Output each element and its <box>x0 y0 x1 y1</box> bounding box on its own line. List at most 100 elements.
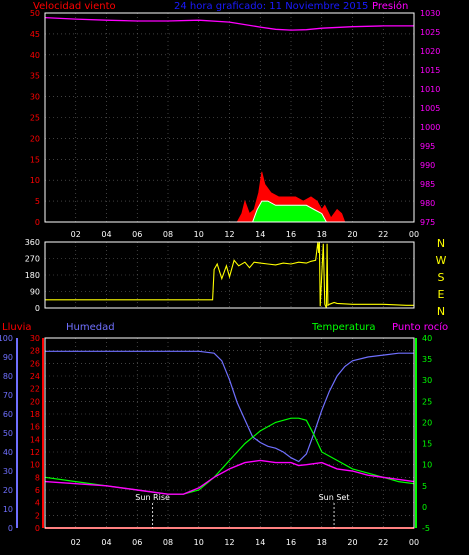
rain-tick-label: 26 <box>30 359 40 368</box>
pressure-tick-label: 1005 <box>420 104 440 113</box>
rain-tick-label: 18 <box>30 410 40 419</box>
dewpoint-axis-label: Punto rocío <box>392 321 448 333</box>
rain-tick-label: 30 <box>30 334 40 343</box>
wind-speed-area <box>45 171 414 223</box>
sunset-label: Sun Set <box>319 493 350 502</box>
lower-time-tick-label: 08 <box>163 538 173 547</box>
humidity-axis-label: Humedad <box>66 322 115 333</box>
humidity-tick-label: 50 <box>3 429 13 438</box>
temperature-tick-label: 0 <box>422 503 427 512</box>
wind-speed-tick-label: 10 <box>30 176 40 185</box>
humidity-tick-label: 0 <box>8 524 13 533</box>
lower-time-tick-label: 22 <box>378 538 388 547</box>
lower-time-tick-label: 16 <box>286 538 296 547</box>
humidity-tick-label: 30 <box>3 467 13 476</box>
pressure-tick-label: 990 <box>420 161 435 170</box>
pressure-tick-label: 1000 <box>420 123 440 132</box>
lower-time-tick-label: 18 <box>317 538 327 547</box>
wind-speed-tick-label: 25 <box>30 114 40 123</box>
rain-tick-label: 20 <box>30 397 40 406</box>
temperature-tick-label: 5 <box>422 482 427 491</box>
direction-tick-label: 360 <box>25 238 40 247</box>
pressure-tick-label: 1020 <box>420 47 440 56</box>
wind-speed-tick-label: 35 <box>30 72 40 81</box>
pressure-tick-label: 985 <box>420 180 435 189</box>
compass-direction-label-n: N <box>437 305 445 318</box>
lower-time-tick-label: 04 <box>101 538 111 547</box>
lower-time-tick-label: 00 <box>409 538 419 547</box>
wind-time-tick-label: 16 <box>286 230 296 239</box>
wind-time-tick-label: 04 <box>101 230 111 239</box>
wind-time-tick-label: 06 <box>132 230 142 239</box>
humidity-tick-label: 70 <box>3 391 13 400</box>
rain-tick-label: 8 <box>35 473 40 482</box>
lower-time-tick-label: 20 <box>347 538 357 547</box>
humidity-line <box>45 350 414 463</box>
humidity-tick-label: 90 <box>3 353 13 362</box>
wind-time-tick-label: 12 <box>224 230 234 239</box>
direction-tick-label: 270 <box>25 255 40 264</box>
wind-time-tick-label: 14 <box>255 230 265 239</box>
rain-tick-label: 0 <box>35 524 40 533</box>
direction-tick-label: 90 <box>30 288 40 297</box>
pressure-tick-label: 995 <box>420 142 435 151</box>
compass-direction-label-w: W <box>436 254 447 267</box>
lower-time-tick-label: 06 <box>132 538 142 547</box>
rain-tick-label: 16 <box>30 423 40 432</box>
wind-speed-tick-label: 45 <box>30 30 40 39</box>
rain-tick-label: 24 <box>30 372 40 381</box>
wind-time-tick-label: 00 <box>409 230 419 239</box>
pressure-line <box>44 16 414 31</box>
pressure-tick-label: 1010 <box>420 85 440 94</box>
wind-time-tick-label: 20 <box>347 230 357 239</box>
wind-time-tick-label: 10 <box>194 230 204 239</box>
temperature-tick-label: 35 <box>422 355 432 364</box>
sunrise-label: Sun Rise <box>135 493 170 502</box>
lower-time-tick-label: 02 <box>71 538 81 547</box>
temperature-axis-label: Temperatura <box>311 322 376 333</box>
rain-tick-label: 22 <box>30 385 40 394</box>
temperature-tick-label: -5 <box>422 524 430 533</box>
wind-direction-line <box>45 241 414 309</box>
temperature-tick-label: 15 <box>422 440 432 449</box>
rain-tick-label: 10 <box>30 461 40 470</box>
compass-direction-label-s: S <box>438 271 445 284</box>
wind-pressure-panel-frame <box>44 12 415 223</box>
wind-speed-tick-label: 15 <box>30 155 40 164</box>
rain-tick-label: 2 <box>35 511 40 520</box>
wind-time-tick-label: 18 <box>317 230 327 239</box>
wind-gust-area <box>45 200 414 223</box>
direction-tick-label: 180 <box>25 271 40 280</box>
header-title: 24 hora graficado: 11 Noviembre 2015 <box>174 1 368 12</box>
lower-time-tick-label: 14 <box>255 538 265 547</box>
temperature-tick-label: 25 <box>422 397 432 406</box>
compass-direction-label-e: E <box>438 288 445 301</box>
humidity-tick-label: 20 <box>3 486 13 495</box>
pressure-tick-label: 1015 <box>420 66 440 75</box>
rain-tick-label: 4 <box>35 499 40 508</box>
wind-speed-tick-label: 50 <box>30 9 40 18</box>
rain-tick-label: 12 <box>30 448 40 457</box>
pressure-tick-label: 1025 <box>420 28 440 37</box>
humidity-tick-label: 40 <box>3 448 13 457</box>
lower-panel-frame <box>44 337 415 529</box>
temperature-tick-label: 20 <box>422 418 432 427</box>
rain-tick-label: 6 <box>35 486 40 495</box>
humidity-tick-label: 80 <box>3 372 13 381</box>
wind-time-tick-label: 22 <box>378 230 388 239</box>
rain-tick-label: 14 <box>30 435 40 444</box>
wind-speed-tick-label: 5 <box>35 197 40 206</box>
compass-direction-label-n: N <box>437 237 445 250</box>
humidity-tick-label: 100 <box>0 334 13 343</box>
rain-tick-label: 28 <box>30 347 40 356</box>
wind-gust-line <box>45 200 414 223</box>
lower-time-tick-label: 12 <box>224 538 234 547</box>
pressure-tick-label: 975 <box>420 218 435 227</box>
rain-axis-label: Lluvia <box>2 322 32 333</box>
direction-panel-frame <box>44 241 415 309</box>
wind-speed-tick-label: 0 <box>35 218 40 227</box>
wind-speed-tick-label: 30 <box>30 93 40 102</box>
wind-speed-tick-label: 20 <box>30 134 40 143</box>
wind-time-tick-label: 02 <box>71 230 81 239</box>
